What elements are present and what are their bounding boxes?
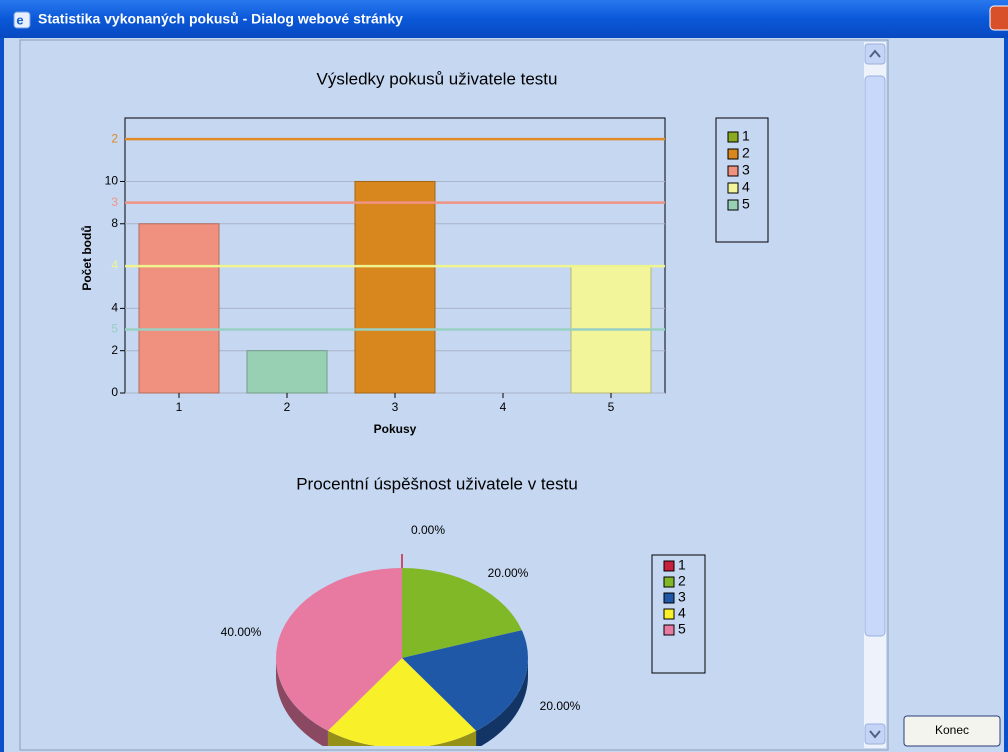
pie-side <box>476 658 528 746</box>
legend-swatch <box>663 592 675 604</box>
legend-label: 1 <box>678 557 686 573</box>
legend-swatch <box>727 165 739 177</box>
legend-label: 2 <box>742 145 750 161</box>
y-tick-label: 4 <box>111 301 118 315</box>
x-axis-label: Pokusy <box>374 422 417 436</box>
window-title: Statistika vykonaných pokusů - Dialog we… <box>38 11 403 27</box>
y-tick-label: 10 <box>105 174 119 188</box>
slice-label: 20.00% <box>540 699 581 713</box>
reference-label: 5 <box>111 322 118 336</box>
bar <box>246 350 328 394</box>
button-label: Konec <box>935 723 969 737</box>
title-bar <box>0 0 1008 38</box>
icon-glyph: e <box>16 12 23 27</box>
window-icon <box>13 11 31 29</box>
reference-label: 2 <box>111 131 118 145</box>
reference-label: 3 <box>111 195 118 209</box>
pie-side <box>327 730 477 746</box>
legend-swatch <box>727 182 739 194</box>
x-tick-label: 3 <box>392 400 399 414</box>
y-tick-label: 8 <box>111 216 118 230</box>
pie-slice <box>327 658 477 746</box>
legend-label: 5 <box>742 196 750 212</box>
legend-label: 5 <box>678 621 686 637</box>
down-arrow <box>869 730 881 739</box>
y-axis-label: Počet bodů <box>80 225 94 290</box>
scroll-up[interactable] <box>864 43 886 65</box>
legend-label: 1 <box>742 128 750 144</box>
legend-label: 4 <box>742 179 750 195</box>
slice-label: 20.00% <box>488 566 529 580</box>
legend-label: 3 <box>742 162 750 178</box>
close-button[interactable] <box>989 5 1008 31</box>
slice-label: 0.00% <box>411 523 445 537</box>
pie-side <box>276 658 328 746</box>
legend-box <box>715 117 769 243</box>
y-tick-label: 0 <box>111 385 118 399</box>
x-tick-label: 4 <box>500 400 507 414</box>
slice-label: 40.00% <box>221 625 262 639</box>
chart-title: Výsledky pokusů uživatele testu <box>317 69 558 88</box>
legend-swatch <box>727 148 739 160</box>
legend-swatch <box>727 131 739 143</box>
legend-label: 2 <box>678 573 686 589</box>
legend-swatch <box>727 199 739 211</box>
bar <box>138 223 220 394</box>
pie-slice <box>276 568 402 731</box>
up-arrow <box>869 49 881 58</box>
bar <box>354 180 436 394</box>
legend-swatch <box>663 608 675 620</box>
pie-slice <box>402 568 522 658</box>
scroll-thumb[interactable] <box>864 75 886 637</box>
chart-title: Procentní úspěšnost uživatele v testu <box>296 474 578 493</box>
close-dialog-button[interactable] <box>903 715 1001 747</box>
legend-box <box>651 554 706 674</box>
legend-swatch <box>663 560 675 572</box>
scroll-down[interactable] <box>864 723 886 745</box>
legend-swatch <box>663 624 675 636</box>
pie-slice <box>402 630 528 731</box>
y-tick-label: 2 <box>111 343 118 357</box>
legend-swatch <box>663 576 675 588</box>
x-tick-label: 5 <box>608 400 615 414</box>
reference-label: 4 <box>111 258 118 272</box>
legend-label: 4 <box>678 605 686 621</box>
x-tick-label: 2 <box>284 400 291 414</box>
x-tick-label: 1 <box>176 400 183 414</box>
legend-label: 3 <box>678 589 686 605</box>
